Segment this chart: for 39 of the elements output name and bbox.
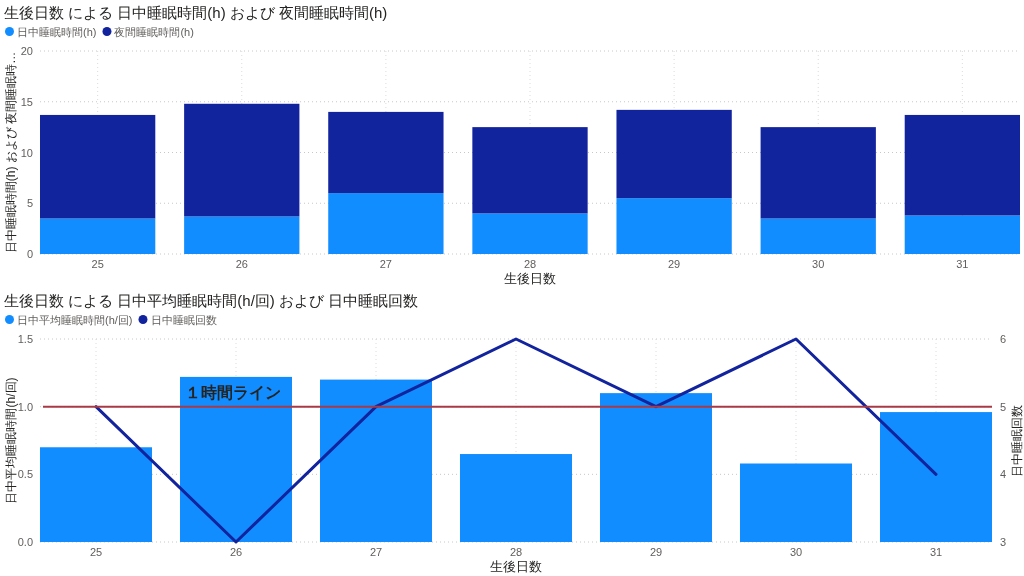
y2-tick: 4 bbox=[1000, 468, 1007, 481]
x-tick: 25 bbox=[91, 258, 104, 270]
y-tick: 0.5 bbox=[17, 468, 33, 481]
y-tick: 1.0 bbox=[17, 400, 33, 413]
x-tick: 28 bbox=[523, 258, 537, 270]
xlabel: 生後日数 bbox=[504, 271, 556, 286]
y-tick: 1.5 bbox=[17, 333, 33, 345]
x-tick: 26 bbox=[229, 546, 243, 558]
y-tick: 15 bbox=[20, 95, 33, 108]
x-tick: 27 bbox=[369, 546, 383, 558]
x-tick: 31 bbox=[956, 258, 969, 270]
y2-tick: 6 bbox=[1000, 333, 1007, 345]
legend-label: 日中睡眠時間(h) bbox=[17, 25, 97, 38]
ylabel: 日中平均睡眠時間(h/回) bbox=[4, 377, 18, 504]
x-tick: 30 bbox=[789, 546, 803, 558]
title: 生後日数 による 日中睡眠時間(h) および 夜間睡眠時間(h) bbox=[4, 4, 388, 21]
x-tick: 28 bbox=[509, 546, 523, 558]
y-tick: 0.0 bbox=[17, 536, 33, 548]
y-tick: 0 bbox=[26, 248, 33, 260]
y-tick: 5 bbox=[26, 197, 33, 210]
legend-label: 日中平均睡眠時間(h/回) bbox=[17, 313, 133, 326]
legend-label: 夜間睡眠時間(h) bbox=[114, 25, 194, 38]
x-tick: 29 bbox=[668, 258, 681, 270]
x-tick: 26 bbox=[235, 258, 248, 270]
y2-tick: 5 bbox=[1000, 400, 1007, 413]
y2label: 日中睡眠回数 bbox=[1010, 404, 1024, 477]
ylabel: 日中睡眠時間(h) および 夜間睡眠時… bbox=[4, 51, 18, 254]
x-tick: 27 bbox=[379, 258, 392, 270]
title: 生後日数 による 日中平均睡眠時間(h/回) および 日中睡眠回数 bbox=[4, 292, 419, 309]
x-tick: 25 bbox=[89, 546, 103, 558]
x-tick: 29 bbox=[649, 546, 663, 558]
ref-label: １時間ライン bbox=[184, 383, 281, 401]
x-tick: 31 bbox=[929, 546, 943, 558]
y-tick: 20 bbox=[20, 45, 33, 57]
xlabel: 生後日数 bbox=[490, 559, 542, 574]
y2-tick: 3 bbox=[1000, 536, 1007, 548]
legend-label: 日中睡眠回数 bbox=[150, 313, 217, 326]
y-tick: 10 bbox=[20, 146, 33, 159]
x-tick: 30 bbox=[812, 258, 825, 270]
